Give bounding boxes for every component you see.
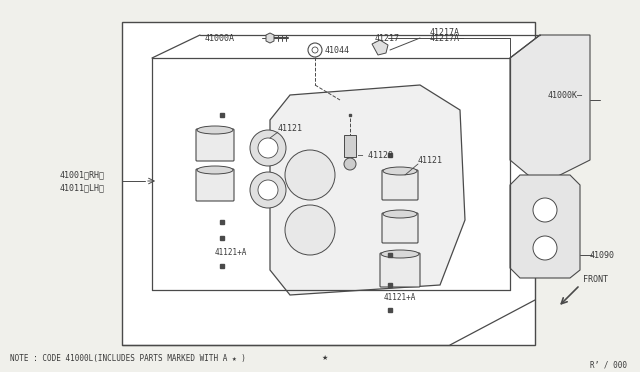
Ellipse shape xyxy=(383,167,417,175)
FancyBboxPatch shape xyxy=(382,170,418,200)
Polygon shape xyxy=(122,22,535,345)
Text: 41090: 41090 xyxy=(590,250,615,260)
Text: — 41128: — 41128 xyxy=(358,151,393,160)
Circle shape xyxy=(258,180,278,200)
Text: 41121+A: 41121+A xyxy=(384,294,417,302)
Ellipse shape xyxy=(383,210,417,218)
Text: R’ / 000: R’ / 000 xyxy=(590,360,627,369)
Polygon shape xyxy=(510,35,590,185)
Text: 41001〈RH〉: 41001〈RH〉 xyxy=(60,170,105,180)
Ellipse shape xyxy=(381,250,419,258)
FancyBboxPatch shape xyxy=(382,213,418,243)
Text: 41121: 41121 xyxy=(418,155,443,164)
FancyBboxPatch shape xyxy=(380,253,420,287)
Text: ★: ★ xyxy=(322,355,328,361)
Text: FRONT: FRONT xyxy=(583,276,608,285)
Text: 41044: 41044 xyxy=(325,45,350,55)
Circle shape xyxy=(308,43,322,57)
Circle shape xyxy=(344,158,356,170)
Text: 41217: 41217 xyxy=(375,33,400,42)
Ellipse shape xyxy=(197,126,233,134)
Text: 41217A—: 41217A— xyxy=(430,33,465,42)
Circle shape xyxy=(285,205,335,255)
Text: NOTE : CODE 41000L(INCLUDES PARTS MARKED WITH A ★ ): NOTE : CODE 41000L(INCLUDES PARTS MARKED… xyxy=(10,353,246,362)
FancyBboxPatch shape xyxy=(196,129,234,161)
Circle shape xyxy=(258,138,278,158)
Text: 41217A: 41217A xyxy=(430,28,460,36)
Ellipse shape xyxy=(197,166,233,174)
Text: 41000K—: 41000K— xyxy=(548,90,583,99)
Polygon shape xyxy=(270,85,465,295)
Circle shape xyxy=(250,130,286,166)
Text: 41000A: 41000A xyxy=(205,33,235,42)
Text: 41121+A: 41121+A xyxy=(215,247,248,257)
Circle shape xyxy=(250,172,286,208)
Text: 41121: 41121 xyxy=(278,124,303,132)
Polygon shape xyxy=(266,33,274,43)
Circle shape xyxy=(533,198,557,222)
Polygon shape xyxy=(510,175,580,278)
Polygon shape xyxy=(372,40,388,55)
Circle shape xyxy=(533,236,557,260)
Text: 41011〈LH〉: 41011〈LH〉 xyxy=(60,183,105,192)
Circle shape xyxy=(312,47,318,53)
FancyBboxPatch shape xyxy=(196,169,234,201)
Circle shape xyxy=(285,150,335,200)
Bar xyxy=(344,135,356,157)
